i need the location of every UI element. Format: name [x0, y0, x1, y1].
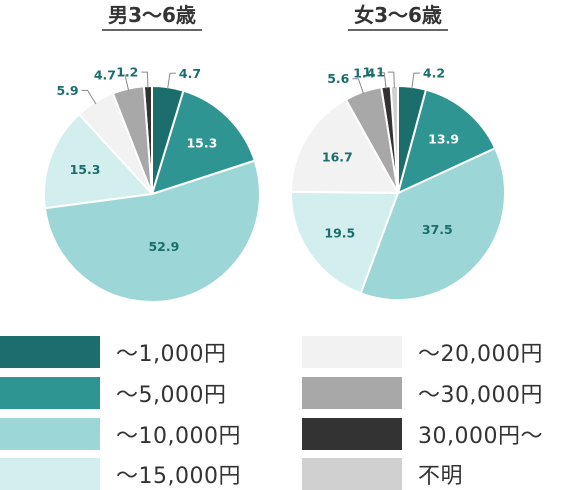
data-label: 4.7 — [94, 68, 116, 83]
leader-line — [378, 72, 387, 89]
leader-line — [119, 74, 130, 91]
data-label: 13.9 — [428, 132, 459, 147]
legend-item: 30,000円〜 — [302, 418, 543, 450]
legend-item: 〜10,000円 — [0, 418, 241, 450]
data-label: 37.5 — [422, 222, 453, 237]
data-label: 16.7 — [322, 149, 353, 164]
pie-slice — [43, 112, 155, 210]
legend-swatch — [302, 418, 402, 450]
legend-swatch — [302, 336, 402, 368]
legend-label: 30,000円〜 — [418, 424, 543, 449]
chart-title-boys: 男3〜6歳 — [108, 3, 196, 27]
legend-label: 〜10,000円 — [116, 424, 241, 449]
legend-label: 〜20,000円 — [418, 342, 543, 367]
data-label: 15.3 — [70, 162, 101, 177]
pie-slice — [290, 190, 400, 295]
leader-line — [411, 72, 420, 89]
data-label: 1.1 — [363, 65, 385, 80]
legend-item: 〜30,000円 — [302, 377, 543, 409]
data-label: 4.2 — [423, 66, 445, 81]
pie-slice — [289, 98, 400, 195]
leader-line — [352, 78, 365, 94]
legend-item: 〜20,000円 — [302, 336, 543, 368]
legend-swatch — [0, 377, 100, 409]
leader-line — [167, 72, 176, 90]
legend-label: 〜1,000円 — [116, 342, 227, 367]
legend-swatch — [302, 377, 402, 409]
legend-label: 〜15,000円 — [116, 464, 241, 489]
legend-item: 不明 — [302, 458, 463, 490]
pie-charts: 男3〜6歳 4.715.352.915.35.94.7 1.2 女3〜6歳 4.2… — [43, 3, 506, 304]
legend-swatch — [0, 418, 100, 450]
data-label: 15.3 — [186, 136, 217, 151]
data-label: 4.7 — [179, 66, 201, 81]
pie-slice — [150, 89, 256, 196]
legend-label: 不明 — [418, 464, 464, 489]
legend-swatch — [0, 458, 100, 490]
data-label: 19.5 — [324, 226, 355, 241]
legend-item: 〜1,000円 — [0, 336, 226, 368]
legend-label: 〜30,000円 — [418, 383, 543, 408]
data-label: 1.2 — [116, 65, 138, 80]
data-label: 52.9 — [148, 239, 179, 254]
leader-line — [387, 71, 395, 89]
pie-slice — [359, 146, 506, 301]
legend: 〜1,000円 〜5,000円 〜10,000円 〜15,000円 〜20,00… — [0, 336, 562, 490]
leader-line — [81, 89, 97, 105]
legend-label: 〜5,000円 — [116, 383, 227, 408]
data-label: 5.6 — [327, 71, 349, 86]
pie-slice — [43, 159, 262, 304]
pie-slice — [396, 88, 497, 195]
pie-chart-girls: 女3〜6歳 4.2 13.9 37.5 19.5 16.7 5.6 1.41.1 — [289, 3, 506, 301]
legend-item: 〜15,000円 — [0, 458, 241, 490]
legend-swatch — [302, 458, 402, 490]
legend-swatch — [0, 336, 100, 368]
chart-title-girls: 女3〜6歳 — [354, 3, 442, 27]
legend-item: 〜5,000円 — [0, 377, 226, 409]
data-label: 5.9 — [56, 83, 78, 98]
pie-chart-boys: 男3〜6歳 4.715.352.915.35.94.7 1.2 — [43, 3, 262, 304]
data-label: 1.4 — [353, 65, 375, 80]
leader-line — [141, 71, 149, 89]
